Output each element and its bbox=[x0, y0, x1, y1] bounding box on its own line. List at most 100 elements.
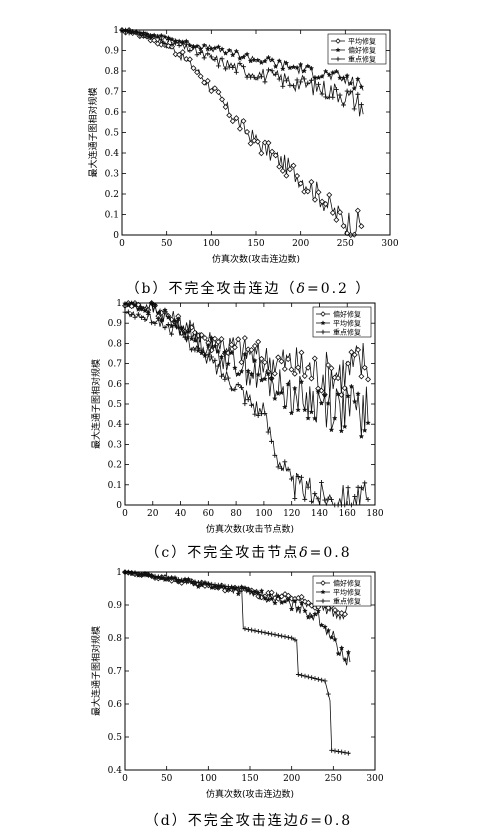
chart-c-series-1-point bbox=[152, 302, 158, 308]
chart-b-series-1-point bbox=[208, 45, 215, 52]
chart-b-series-1-point bbox=[287, 64, 293, 71]
chart-d-series-2-point bbox=[155, 574, 161, 580]
chart-c-series-2-point bbox=[179, 325, 185, 331]
chart-d-series-1-point bbox=[278, 599, 285, 605]
chart-b-series-0-point bbox=[354, 207, 361, 214]
chart-c: 0 20 40 60 80 100 120 140 160 180 0 0.1 0.2 0.3 0.4 0.5… bbox=[90, 299, 384, 535]
chart-c-series-1-point bbox=[205, 342, 212, 348]
chart-c-legend-marker-0 bbox=[320, 311, 326, 317]
chart-b-series-0-point bbox=[290, 162, 297, 169]
chart-c-series-2-point bbox=[325, 496, 331, 502]
chart-c-series-2-point bbox=[345, 485, 351, 491]
chart-c-series-1-point bbox=[275, 390, 281, 396]
chart-d-series-2-point bbox=[182, 578, 188, 583]
chart-c-series-2-point bbox=[275, 464, 281, 470]
chart-c-series-2-point bbox=[195, 345, 201, 351]
chart-c-legend-marker-1 bbox=[320, 320, 326, 326]
chart-b-ytick-label: 0.7 bbox=[105, 88, 120, 98]
caption-d-prefix: （d）不完全攻击连边 bbox=[144, 813, 300, 829]
chart-c-series-2-point bbox=[269, 438, 274, 444]
chart-c-xtick-label: 40 bbox=[175, 509, 187, 519]
chart-c-series-2-point bbox=[159, 318, 165, 324]
chart-d-series-1-point bbox=[328, 634, 335, 640]
chart-c-series-0-point bbox=[335, 375, 342, 382]
chart-d-series-1-point bbox=[315, 608, 322, 614]
chart-b-series-1-point bbox=[330, 69, 336, 76]
chart-c-series-1-point bbox=[315, 388, 321, 394]
chart-b-series-2-point bbox=[273, 71, 279, 77]
chart-b-series-0-point bbox=[304, 188, 311, 195]
chart-d-legend-marker-0 bbox=[320, 580, 326, 586]
caption-d: （d）不完全攻击连边δ=0.8 bbox=[0, 810, 497, 830]
chart-c-ytick-label: 0.7 bbox=[108, 360, 123, 370]
chart-b-series-0-point bbox=[215, 89, 222, 96]
chart-b-series-0-point bbox=[190, 65, 197, 72]
chart-c-series-2-point bbox=[329, 497, 334, 502]
chart-d-series-2-point bbox=[319, 677, 325, 683]
chart-b-series-0-point bbox=[258, 150, 265, 157]
chart-c-series-1-point bbox=[295, 407, 301, 413]
chart-c-ytick-label: 0.5 bbox=[108, 400, 123, 410]
chart-d-series-2-point bbox=[302, 673, 308, 679]
chart-b-series-2-point bbox=[166, 37, 171, 43]
chart-c-series-2-point bbox=[212, 357, 218, 363]
chart-b-series-1-point bbox=[280, 65, 286, 72]
chart-d-series-1-point bbox=[255, 589, 262, 596]
chart-d-series-0-point bbox=[255, 593, 262, 600]
chart-c-series-2-point bbox=[155, 316, 161, 321]
chart-c-xlabel: 仿真次数(攻击节点数) bbox=[206, 523, 294, 535]
chart-b-series-0-point bbox=[286, 166, 293, 173]
chart-d-xtick-label: 100 bbox=[200, 774, 217, 784]
chart-c-ytick-label: 1 bbox=[116, 299, 122, 309]
chart-b-series-2-point bbox=[173, 40, 178, 46]
chart-b-series-1-point bbox=[297, 61, 304, 67]
chart-b-series-0-point bbox=[229, 118, 236, 125]
chart-b-series-0-point bbox=[261, 139, 268, 146]
chart-c-xtick-label: 60 bbox=[203, 509, 215, 519]
chart-b-series-0-point bbox=[322, 200, 329, 207]
chart-d-series-2-point bbox=[339, 749, 345, 755]
chart-b-xtick-label: 250 bbox=[337, 239, 354, 249]
chart-b-ytick-label: 0.2 bbox=[105, 190, 119, 200]
chart-b-series-1-point bbox=[319, 73, 325, 79]
chart-c-series-2-point bbox=[289, 476, 294, 482]
chart-d-series-2-point bbox=[285, 634, 291, 640]
chart-b-series-2-point bbox=[266, 67, 271, 73]
caption-b-prefix: （b）不完全攻击连边（ bbox=[125, 281, 297, 297]
chart-c-ytick-label: 0.1 bbox=[108, 481, 122, 491]
chart-c-series-1-point bbox=[192, 337, 198, 343]
chart-c-series-1-point bbox=[172, 317, 178, 324]
chart-c-series-1-point bbox=[125, 302, 132, 308]
chart-c-series-1-point bbox=[242, 351, 248, 357]
chart-b-series-2-point bbox=[126, 30, 132, 36]
chart-d-series-2-point bbox=[342, 750, 348, 756]
chart-d-series-1-point bbox=[325, 627, 332, 633]
chart-b-series-0-point bbox=[311, 196, 318, 203]
chart-c-series-2-point bbox=[352, 494, 358, 499]
chart-b-series-0-point bbox=[276, 163, 283, 170]
chart-b-series-2-point bbox=[223, 66, 229, 72]
chart-b-ytick-label: 0.4 bbox=[105, 149, 120, 159]
chart-d-series-2-point bbox=[185, 578, 191, 584]
chart-c-series-1-point bbox=[298, 378, 305, 385]
chart-c-legend-label-2: 重点修复 bbox=[333, 328, 361, 337]
chart-b-series-2-point bbox=[251, 74, 257, 80]
chart-b-series-2-point bbox=[351, 106, 357, 112]
chart-b-series-2-point bbox=[187, 48, 193, 53]
chart-d-series-1-point bbox=[248, 588, 255, 595]
chart-c-series-1-point bbox=[155, 310, 162, 316]
chart-d-ytick-label: 0.7 bbox=[108, 667, 123, 677]
chart-c-series-1-point bbox=[338, 428, 345, 434]
chart-c-series-1-point bbox=[262, 376, 268, 382]
chart-d-series-1-point bbox=[258, 587, 265, 594]
chart-c-series-1-point bbox=[185, 328, 192, 334]
chart-b-series-1-point bbox=[215, 43, 222, 50]
chart-c-series-1-line bbox=[124, 302, 369, 437]
chart-d-series-2-point bbox=[332, 748, 338, 754]
chart-b-series-1-point bbox=[244, 51, 250, 57]
chart-b-series-1-point bbox=[265, 54, 272, 60]
chart-c-series-2-point bbox=[362, 480, 368, 486]
chart-b-legend-label-2: 重点修复 bbox=[348, 55, 376, 64]
chart-b-xtick-label: 50 bbox=[161, 239, 173, 249]
